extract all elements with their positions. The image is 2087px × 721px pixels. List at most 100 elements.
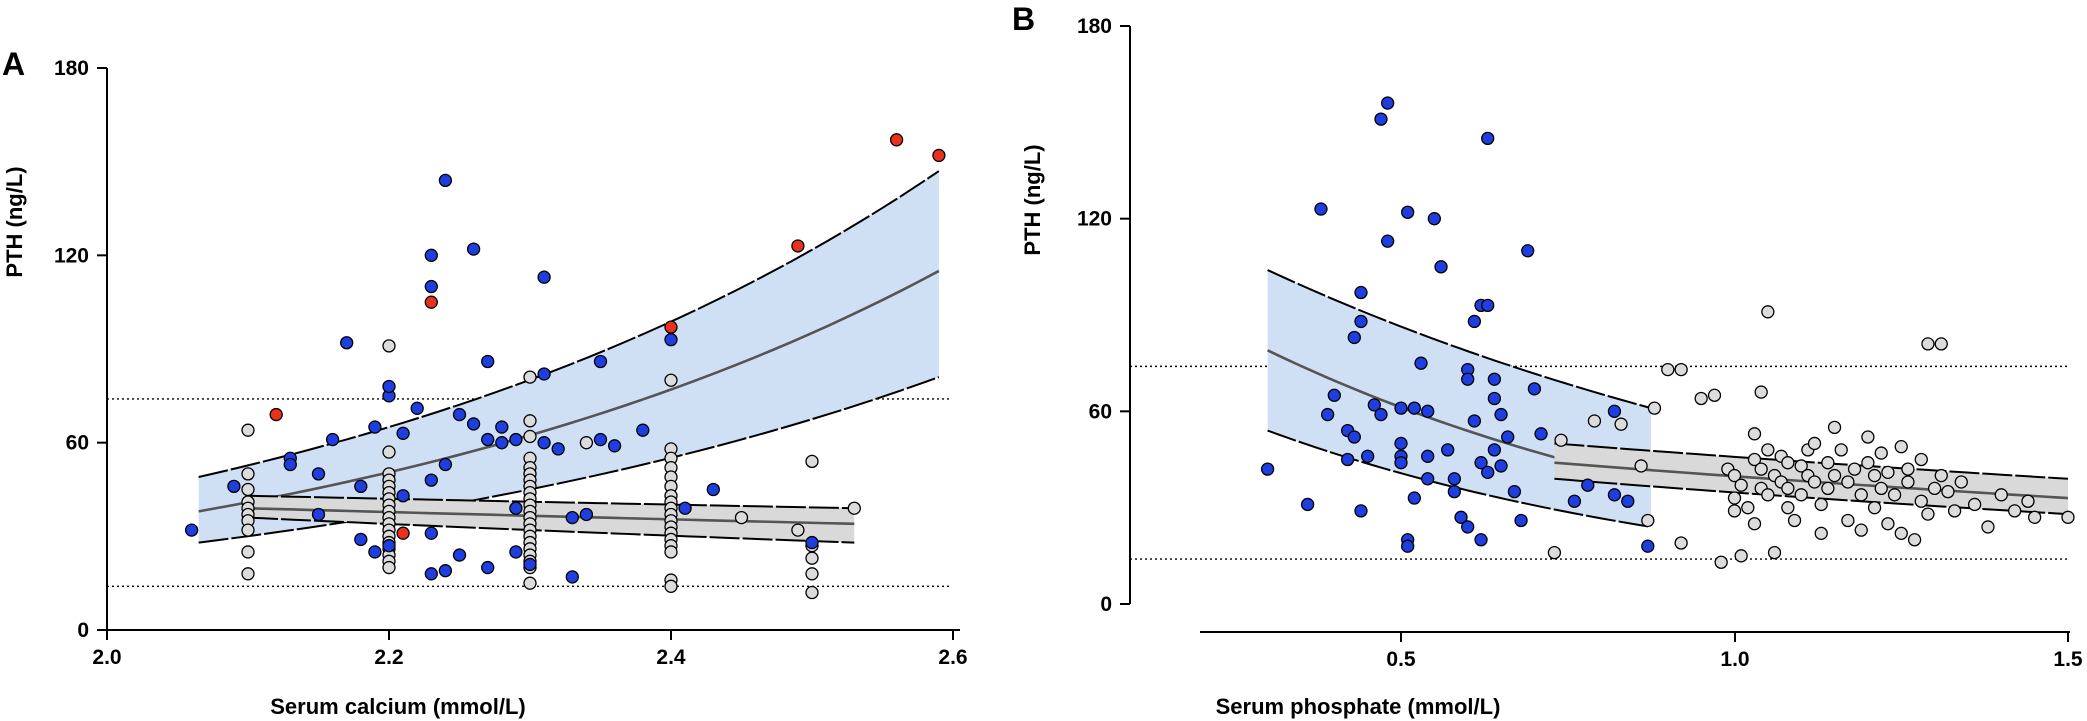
panel-a-blue-confidence-band [198, 171, 939, 543]
panel-b-grey-point-63 [1887, 488, 1902, 502]
panel-a-blue-point-44 [565, 570, 579, 584]
panel-a-x-tick-label-1: 2.2 [374, 646, 403, 669]
panel-a-blue-point-34 [495, 420, 509, 434]
panel-b-grey-point-28 [1761, 488, 1775, 502]
panel-a-red-point-5 [889, 133, 904, 147]
panel-a-blue-point-8 [354, 479, 368, 494]
panel-a-blue-point-26 [452, 548, 467, 562]
panel-a-grey-point-69 [734, 510, 749, 525]
panel-a-blue-point-5 [311, 507, 326, 522]
panel-b-grey-point-77 [1947, 504, 1962, 518]
panel-a-blue-point-22 [424, 567, 438, 581]
panel-b-grey-point-45 [1821, 456, 1835, 470]
panel-a-grey-upper-ci [247, 494, 855, 510]
panel-b-grey-point-12 [1714, 555, 1728, 569]
panel-a-blue-point-40 [537, 367, 551, 381]
panel-b-y-tick-label-0: 0 [1100, 593, 1112, 616]
panel-b-grey-point-69 [1914, 452, 1928, 467]
panel-b-grey-point-60 [1874, 481, 1888, 496]
panel-a-blue-point-25 [438, 564, 453, 578]
panel-b-blue-point-16 [1381, 96, 1395, 110]
panel-a-blue-point-49 [636, 423, 650, 437]
panel-a-blue-point-41 [537, 436, 551, 450]
panel-b-blue-point-47 [1481, 465, 1495, 479]
panel-b-blue-point-14 [1374, 112, 1388, 126]
panel-a-plot-area: 0 60 120 180 2.0 2.2 2.4 2.6 [54, 57, 968, 669]
panel-b-grey-point-61 [1881, 517, 1895, 531]
panel-b-grey-point-11 [1707, 388, 1722, 402]
panel-b-grey-point-44 [1814, 526, 1828, 541]
panel-a-grey-point-76 [847, 501, 861, 515]
panel-b-grey-point-56 [1861, 456, 1875, 470]
panel-b-grey-point-48 [1827, 468, 1842, 483]
panel-a-grey-point-29 [523, 414, 537, 428]
panel-a-blue-point-12 [382, 539, 396, 553]
panel-b-blue-point-45 [1481, 131, 1495, 146]
panel-b-grey-point-34 [1781, 481, 1795, 496]
panel-a-blue-point-47 [593, 432, 608, 447]
panel-a-grey-point-9 [241, 567, 255, 581]
panel-a-blue-point-28 [466, 242, 481, 256]
panel-b-grey-point-25 [1754, 462, 1768, 476]
panel-b-blue-point-13 [1367, 398, 1381, 412]
panel-a-x-tick-label-0: 2.0 [92, 646, 121, 669]
panel-b-grey-point-26 [1761, 305, 1775, 319]
panel-a-blue-point-9 [354, 532, 368, 547]
panel-b-blue-point-15 [1374, 407, 1388, 422]
panel-a-grey-point-0 [241, 423, 255, 437]
panel-a-red-point-2 [424, 295, 438, 309]
panel-a: A PTH (ng/L) Serum calcium (mmol/L) 0 60 1… [2, 46, 968, 719]
panel-b-blue-point-59 [1567, 494, 1582, 508]
panel-b-grey-point-74 [1934, 337, 1948, 351]
panel-a-grey-point-68 [664, 579, 678, 593]
panel-b-x-tick-label-1: 1.0 [1720, 648, 1749, 671]
panel-b-grey-point-0 [1547, 545, 1562, 560]
panel-a-blue-point-52 [706, 482, 720, 497]
panel-b-blue-point-4 [1327, 388, 1341, 402]
panel-b-grey-point-73 [1927, 481, 1942, 496]
panel-b-blue-point-25 [1407, 401, 1421, 415]
panel-a-letter: A [2, 46, 25, 82]
panel-a-blue-point-11 [368, 545, 382, 559]
panel-b-blue-point-9 [1354, 314, 1368, 329]
panel-b-blue-point-36 [1454, 510, 1468, 524]
panel-a-y-tick-label-1: 60 [66, 432, 89, 455]
panel-b-blue-point-44 [1474, 533, 1488, 547]
panel-b-plot-area: 0 60 120 180 0.5 1.0 1.5 [1077, 15, 2083, 671]
panel-b-blue-point-62 [1607, 404, 1622, 418]
panel-b-blue-point-3 [1320, 407, 1335, 422]
panel-b-grey-upper-ci [1554, 442, 2069, 480]
panel-a-blue-point-46 [593, 354, 608, 369]
panel-b-blue-point-61 [1607, 488, 1622, 502]
panel-a-blue-point-15 [396, 426, 410, 440]
panel-a-blue-point-31 [481, 432, 495, 447]
panel-a-x-tick-label-3: 2.6 [938, 646, 967, 669]
panel-b-grey-point-80 [1981, 520, 1995, 534]
panel-b-y-tick-label-3: 180 [1077, 15, 1112, 38]
panel-b-grey-point-23 [1754, 385, 1768, 399]
panel-b-blue-point-37 [1461, 520, 1475, 534]
panel-b-grey-point-67 [1901, 475, 1915, 489]
panel-b-blue-point-64 [1641, 539, 1655, 553]
panel-a-blue-point-14 [382, 379, 396, 394]
panel-a-blue-point-27 [452, 407, 467, 422]
panel-b-blue-point-29 [1421, 449, 1435, 463]
panel-a-blue-point-33 [495, 436, 509, 450]
panel-a-blue-point-50 [664, 332, 678, 347]
panel-b-grey-point-47 [1827, 420, 1842, 435]
panel-a-blue-point-32 [481, 560, 495, 575]
panel-b-grey-point-81 [1994, 488, 2008, 502]
panel-a-x-tick-label-2: 2.4 [656, 646, 686, 669]
panel-a-blue-point-51 [678, 501, 692, 515]
panel-a-blue-point-18 [424, 248, 438, 262]
panel-b-blue-point-30 [1421, 472, 1435, 486]
panel-a-grey-point-10 [382, 339, 396, 353]
panel-b-grey-point-15 [1727, 491, 1742, 505]
panel-b-grey-point-57 [1867, 468, 1882, 483]
panel-b-blue-point-27 [1414, 356, 1428, 370]
panel-b-grey-point-54 [1854, 488, 1868, 502]
panel-b-grey-point-59 [1874, 446, 1888, 460]
panel-b-grey-point-22 [1747, 517, 1762, 531]
panel-b-blue-point-28 [1421, 404, 1435, 418]
panel-b-blue-point-18 [1394, 401, 1408, 415]
